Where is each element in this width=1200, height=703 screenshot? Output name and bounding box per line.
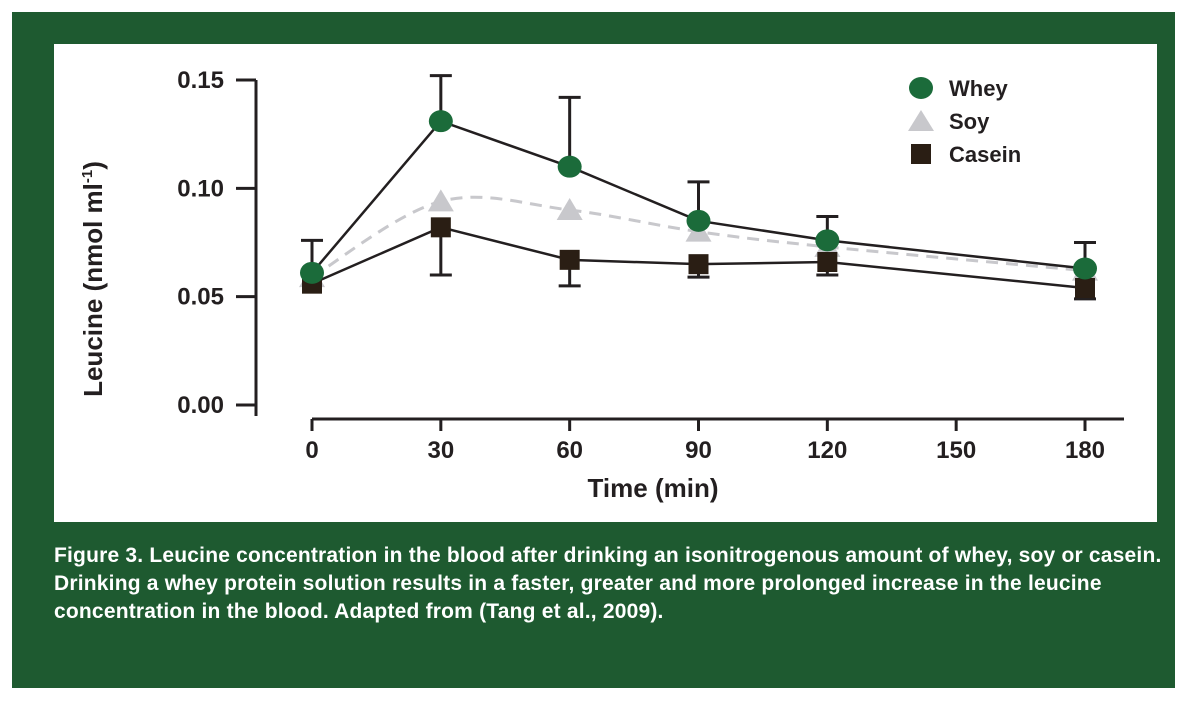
legend: Whey Soy Casein xyxy=(908,76,1021,167)
whey-point xyxy=(1073,257,1097,280)
figure-frame: 0.00 0.05 0.10 0.15 0 30 60 90 120 150 180 Leucine… xyxy=(12,12,1175,688)
legend-whey-marker xyxy=(909,77,933,99)
y-axis-title: Leucine (nmol ml-1) xyxy=(78,161,108,397)
y-tick-label: 0.15 xyxy=(177,67,224,94)
legend-label-soy: Soy xyxy=(949,109,990,134)
casein-point xyxy=(559,249,580,270)
x-tick-label: 90 xyxy=(685,437,712,464)
plot-panel: 0.00 0.05 0.10 0.15 0 30 60 90 120 150 180 Leucine… xyxy=(54,44,1157,522)
x-tick-label: 60 xyxy=(556,437,583,464)
legend-soy-marker xyxy=(908,110,934,131)
y-axis-title-text: Leucine (nmol ml xyxy=(78,183,108,397)
soy-point xyxy=(427,189,454,212)
whey-point xyxy=(300,261,324,284)
y-axis-title-sup: -1 xyxy=(79,170,96,183)
axes: 0.00 0.05 0.10 0.15 0 30 60 90 120 150 180 xyxy=(177,67,1124,464)
y-tick-label: 0.10 xyxy=(177,175,224,202)
svg-text:Leucine (nmol ml-1): Leucine (nmol ml-1) xyxy=(78,161,108,397)
casein-point xyxy=(1075,278,1095,298)
casein-point xyxy=(688,254,709,275)
soy-point xyxy=(556,198,583,220)
leucine-chart: 0.00 0.05 0.10 0.15 0 30 60 90 120 150 180 Leucine… xyxy=(78,67,1124,503)
casein-point xyxy=(817,252,838,272)
whey-point xyxy=(557,155,582,178)
x-tick-label: 180 xyxy=(1065,437,1105,464)
x-tick-label: 150 xyxy=(936,437,976,464)
whey-point xyxy=(428,110,453,133)
casein-point xyxy=(430,217,451,238)
legend-label-casein: Casein xyxy=(949,142,1021,167)
whey-line xyxy=(311,119,1086,274)
whey-point xyxy=(815,229,840,252)
series xyxy=(299,74,1098,301)
soy-line xyxy=(311,195,1086,279)
x-tick-label: 0 xyxy=(305,437,318,464)
figure-caption: Figure 3. Leucine concentration in the b… xyxy=(54,544,1162,623)
x-tick-label: 120 xyxy=(807,437,847,464)
y-tick-label: 0.00 xyxy=(177,392,224,419)
x-axis-title: Time (min) xyxy=(588,473,719,503)
y-axis-title-close: ) xyxy=(78,161,108,170)
y-tick-label: 0.05 xyxy=(177,284,224,311)
x-tick-label: 30 xyxy=(427,437,454,464)
legend-casein-marker xyxy=(911,144,931,164)
whey-point xyxy=(686,209,711,232)
casein-line xyxy=(311,226,1086,290)
legend-label-whey: Whey xyxy=(949,76,1008,101)
